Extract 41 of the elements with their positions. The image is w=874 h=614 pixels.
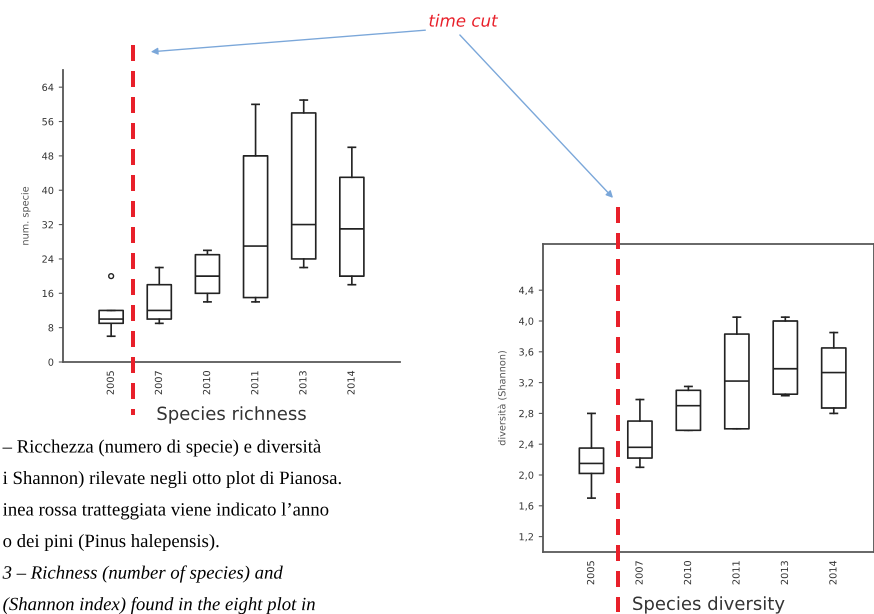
- y-axis-title: diversità (Shannon): [498, 351, 507, 446]
- y-tick-label: 4,0: [518, 317, 534, 326]
- y-tick-label: 8: [48, 324, 54, 332]
- y-tick-label: 2,0: [519, 471, 534, 480]
- x-tick-label: 2007: [635, 561, 643, 584]
- y-tick-label: 3,6: [519, 348, 534, 357]
- x-tick-label: 2013: [299, 371, 307, 394]
- y-tick-label: 32: [42, 221, 53, 228]
- y-tick-label: 24: [42, 255, 54, 263]
- y-tick-label: 0: [48, 358, 54, 366]
- text: time cut: [429, 14, 498, 27]
- x-tick-label: 2014: [829, 560, 837, 584]
- text: i Shannon) rilevate negli otto plot di Pianosa.: [3, 470, 341, 488]
- y-tick-label: 2,4: [519, 440, 534, 450]
- text: o dei pini (Pinus halepensis).: [3, 534, 219, 551]
- x-axis-title: Species richness: [157, 406, 306, 424]
- y-tick-label: 40: [42, 186, 54, 194]
- text: 3 – Richness (number of species) and: [2, 565, 283, 583]
- y-tick-label: 1,2: [520, 533, 533, 542]
- x-tick-label: 2013: [780, 561, 788, 584]
- y-tick-label: 2,8: [519, 410, 534, 418]
- y-axis-title: num. specie: [21, 186, 30, 245]
- y-tick-label: 16: [42, 290, 54, 298]
- x-axis-title: Species diversity: [633, 596, 785, 614]
- y-tick-label: 64: [42, 84, 54, 92]
- text: – Ricchezza (numero di specie) e diversità: [2, 439, 321, 457]
- y-tick-label: 4,4: [518, 286, 534, 296]
- x-tick-label: 2014: [347, 370, 355, 394]
- y-tick-label: 3,2: [519, 379, 533, 388]
- x-tick-label: 2005: [106, 371, 114, 394]
- text: (Shannon index) found in the eight plot in: [3, 596, 315, 614]
- x-tick-label: 2011: [251, 371, 258, 394]
- x-tick-label: 2010: [202, 370, 210, 394]
- x-tick-label: 2007: [154, 371, 162, 394]
- x-tick-label: 2005: [586, 561, 594, 584]
- x-tick-label: 2011: [732, 561, 740, 584]
- y-tick-label: 1,6: [520, 502, 534, 511]
- x-tick-label: 2010: [684, 560, 692, 584]
- y-tick-label: 56: [42, 118, 54, 126]
- y-tick-label: 48: [42, 152, 54, 160]
- text: inea rossa tratteggiata viene indicato l’anno: [3, 502, 328, 520]
